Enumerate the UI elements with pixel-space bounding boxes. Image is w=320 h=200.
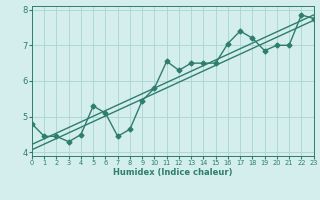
- X-axis label: Humidex (Indice chaleur): Humidex (Indice chaleur): [113, 168, 233, 177]
